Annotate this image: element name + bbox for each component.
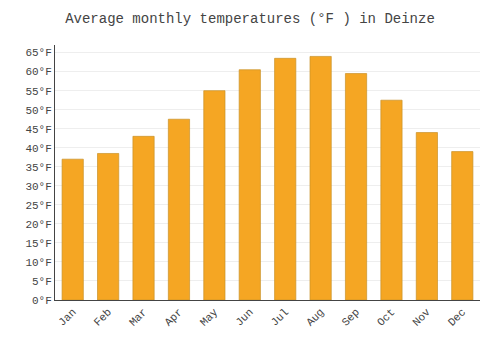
svg-text:35°F: 35°F — [25, 162, 51, 174]
svg-text:0°F: 0°F — [32, 295, 52, 307]
svg-text:30°F: 30°F — [25, 181, 51, 193]
svg-text:Apr: Apr — [162, 306, 184, 328]
svg-text:Oct: Oct — [375, 306, 397, 328]
svg-text:Mar: Mar — [127, 306, 149, 328]
svg-text:60°F: 60°F — [25, 66, 51, 78]
svg-text:40°F: 40°F — [25, 143, 51, 155]
svg-text:Jul: Jul — [269, 306, 291, 328]
svg-text:15°F: 15°F — [25, 238, 51, 250]
svg-text:Nov: Nov — [410, 306, 433, 329]
svg-text:Sep: Sep — [340, 306, 362, 328]
svg-text:May: May — [198, 306, 221, 329]
svg-text:Jun: Jun — [233, 306, 255, 328]
svg-text:Jan: Jan — [56, 306, 78, 328]
svg-text:45°F: 45°F — [25, 124, 51, 136]
svg-text:50°F: 50°F — [25, 105, 51, 117]
svg-text:10°F: 10°F — [25, 257, 51, 269]
svg-text:20°F: 20°F — [25, 219, 51, 231]
svg-text:Feb: Feb — [92, 306, 114, 328]
svg-text:Aug: Aug — [304, 306, 326, 328]
svg-text:55°F: 55°F — [25, 86, 51, 98]
svg-text:Dec: Dec — [446, 306, 468, 328]
svg-text:Average monthly temperatures (: Average monthly temperatures (°F ) in De… — [65, 11, 435, 27]
svg-text:25°F: 25°F — [25, 200, 51, 212]
svg-text:5°F: 5°F — [32, 276, 52, 288]
svg-text:65°F: 65°F — [25, 47, 51, 59]
